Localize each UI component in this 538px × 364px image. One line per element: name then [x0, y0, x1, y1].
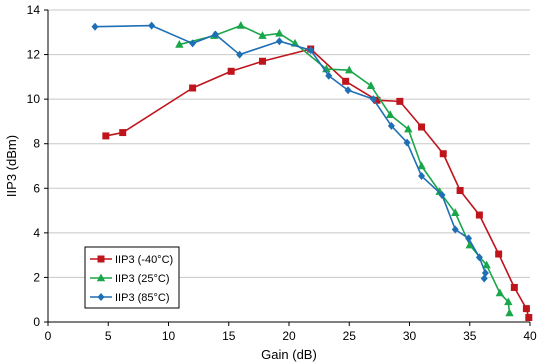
x-tick-label: 5: [105, 329, 112, 343]
data-point: [418, 172, 426, 181]
legend-label: IIP3 (-40°C): [115, 254, 173, 266]
data-point: [505, 308, 514, 317]
data-point: [373, 96, 381, 104]
x-tick-label: 0: [45, 329, 52, 343]
data-point: [275, 37, 283, 46]
data-point: [325, 71, 333, 80]
y-tick-label: 4: [33, 226, 40, 240]
x-tick-label: 20: [282, 329, 296, 343]
legend-entry: IIP3 (-40°C): [90, 254, 173, 266]
series-group: [175, 21, 514, 317]
x-tick-label: 15: [222, 329, 236, 343]
data-point: [451, 225, 459, 234]
data-point: [451, 208, 460, 216]
series-layer: [91, 21, 533, 322]
data-point: [236, 50, 244, 59]
legend-entry: IIP3 (85°C): [90, 292, 170, 304]
data-point: [495, 288, 505, 297]
y-tick-label: 8: [33, 137, 40, 151]
data-point: [482, 260, 491, 269]
data-point: [211, 30, 219, 39]
data-point: [258, 57, 266, 65]
data-point: [369, 95, 377, 104]
y-tick-label: 0: [33, 315, 40, 329]
data-point: [465, 234, 473, 243]
data-point: [481, 268, 489, 277]
y-axis-title: IIP3 (dBm): [4, 135, 19, 197]
y-tick-label: 14: [27, 3, 41, 17]
data-point: [439, 150, 447, 158]
legend-label: IIP3 (25°C): [115, 273, 170, 285]
legend-label: IIP3 (85°C): [115, 292, 170, 304]
x-tick-label: 40: [523, 329, 537, 343]
series-line: [94, 24, 487, 279]
data-point: [525, 314, 533, 322]
data-point: [189, 84, 197, 92]
data-point: [495, 250, 503, 258]
y-tick-labels: 0 2 4 6 8 10 12 14: [27, 3, 41, 329]
data-point: [236, 21, 245, 29]
data-point: [345, 65, 354, 74]
data-point: [475, 211, 483, 219]
data-point: [386, 110, 395, 118]
y-tick-label: 2: [33, 270, 40, 284]
data-point: [417, 161, 426, 170]
legend: IIP3 (-40°C) IIP3 (25°C) IIP3 (85°C): [84, 246, 180, 309]
axes: [44, 9, 531, 326]
data-point: [510, 283, 518, 291]
x-tick-label: 25: [343, 329, 357, 343]
x-tick-labels: 0 5 10 15 20 25 30 35 40: [45, 329, 537, 343]
data-point: [366, 81, 376, 89]
data-point: [438, 190, 446, 199]
data-point: [275, 28, 284, 37]
y-tick-label: 12: [27, 48, 41, 62]
gridlines: [48, 9, 530, 278]
data-point: [456, 187, 464, 195]
data-point: [344, 86, 352, 95]
series-group: [91, 21, 489, 283]
data-point: [189, 39, 197, 48]
data-point: [258, 31, 267, 39]
data-point: [504, 297, 513, 306]
data-point: [475, 253, 483, 262]
data-point: [522, 305, 530, 313]
x-tick-label: 10: [162, 329, 176, 343]
legend-marker: [97, 255, 105, 263]
data-point: [480, 274, 488, 283]
legend-marker: [96, 273, 106, 282]
data-point: [403, 138, 411, 147]
data-point: [396, 97, 404, 105]
data-point: [342, 77, 350, 85]
data-point: [418, 123, 426, 131]
data-point: [91, 22, 99, 31]
data-point: [148, 21, 156, 30]
data-point: [307, 46, 315, 55]
data-point: [387, 121, 395, 130]
data-point: [102, 132, 110, 140]
x-axis-title: Gain (dB): [261, 347, 317, 362]
x-tick-label: 30: [403, 329, 417, 343]
data-point: [175, 40, 184, 48]
x-tick-label: 35: [463, 329, 477, 343]
data-point: [404, 124, 413, 133]
data-point: [227, 67, 235, 75]
y-tick-label: 6: [33, 181, 40, 195]
data-point: [465, 240, 474, 249]
legend-entry: IIP3 (25°C): [90, 273, 170, 285]
legend-marker: [97, 293, 105, 301]
data-point: [119, 129, 127, 137]
y-tick-label: 10: [27, 92, 41, 106]
